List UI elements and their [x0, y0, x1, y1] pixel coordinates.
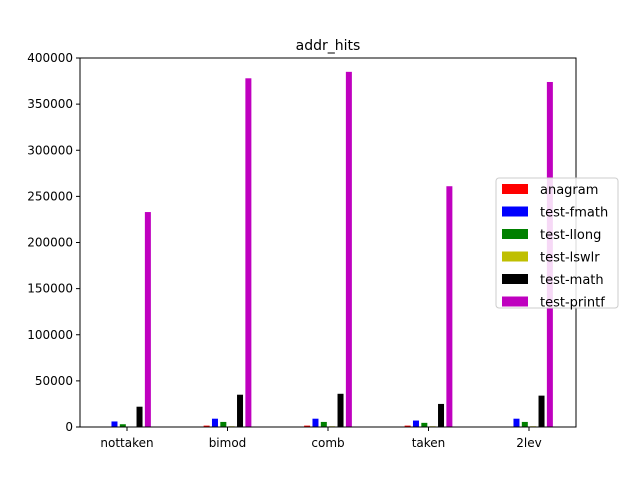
bar-test-math-taken	[438, 403, 445, 427]
legend-swatch-test-fmath	[502, 206, 528, 217]
bar-test-math-2lev	[538, 395, 545, 427]
y-tick-label: 400000	[27, 51, 73, 65]
y-tick-label: 100000	[27, 328, 73, 342]
bar-anagram-taken	[404, 425, 411, 427]
bar-anagram-comb	[304, 425, 311, 427]
bar-test-math-bimod	[237, 394, 244, 427]
y-tick-label: 350000	[27, 97, 73, 111]
bar-test-llong-nottaken	[119, 424, 126, 427]
y-tick-label: 300000	[27, 143, 73, 157]
bar-test-fmath-2lev	[513, 418, 520, 427]
x-tick-label: nottaken	[100, 436, 153, 450]
bar-test-printf-bimod	[245, 78, 252, 428]
x-tick-label: 2lev	[516, 436, 541, 450]
legend-label-test-math: test-math	[540, 273, 604, 288]
legend-label-test-printf: test-printf	[540, 296, 605, 311]
legend-swatch-anagram	[502, 184, 528, 194]
legend: anagram test-fmath test-llong test-lswlr tes…	[495, 177, 619, 311]
bar-test-printf-nottaken	[144, 212, 151, 427]
legend-label-test-llong: test-llong	[540, 228, 601, 243]
x-tick-label: bimod	[209, 436, 247, 450]
bar-test-printf-taken	[446, 186, 453, 427]
y-tick-label: 250000	[27, 189, 73, 203]
y-tick-label: 150000	[27, 282, 73, 296]
x-axis: nottaken bimod comb taken 2lev	[100, 427, 542, 450]
bar-test-llong-comb	[320, 421, 327, 427]
legend-label-test-lswlr: test-lswlr	[540, 251, 600, 266]
legend-swatch-test-lswlr	[502, 251, 528, 262]
legend-swatch-test-printf	[502, 296, 528, 307]
legend-swatch-test-llong	[502, 229, 528, 239]
bar-test-fmath-taken	[412, 420, 419, 427]
x-tick-label: comb	[311, 436, 344, 450]
chart-title: addr_hits	[296, 38, 361, 54]
bar-test-math-comb	[337, 393, 344, 427]
y-tick-label: 0	[65, 420, 73, 434]
bar-anagram-bimod	[203, 425, 210, 427]
bar-test-llong-2lev	[521, 421, 528, 427]
bar-test-llong-taken	[421, 422, 428, 427]
legend-label-anagram: anagram	[540, 183, 598, 198]
legend-swatch-test-math	[502, 274, 528, 284]
legend-label-test-fmath: test-fmath	[540, 206, 608, 221]
bar-test-llong-bimod	[220, 421, 227, 427]
y-tick-label: 50000	[35, 374, 73, 388]
bar-test-fmath-bimod	[211, 418, 218, 427]
bar-test-fmath-comb	[312, 418, 319, 427]
x-tick-label: taken	[412, 436, 446, 450]
y-axis: 0 50000 100000 150000 200000 250000 300000 3500…	[27, 51, 80, 434]
bar-test-printf-comb	[345, 71, 352, 428]
bar-test-fmath-nottaken	[111, 421, 118, 427]
y-tick-label: 200000	[27, 236, 73, 250]
bar-test-math-nottaken	[136, 406, 143, 427]
